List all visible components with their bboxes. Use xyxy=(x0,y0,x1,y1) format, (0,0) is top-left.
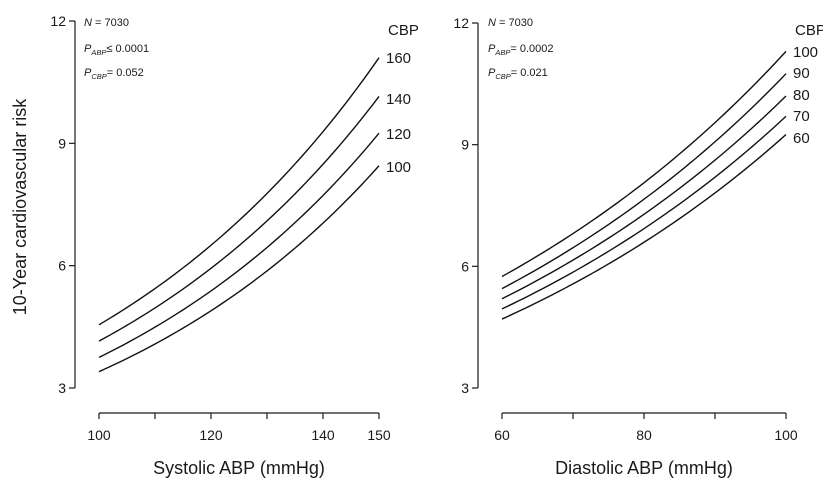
series-line-cbp-70 xyxy=(501,115,787,310)
series-line-cbp-160 xyxy=(98,57,380,326)
x-tick-label: 120 xyxy=(199,427,223,443)
series-line-cbp-60 xyxy=(501,134,787,320)
stats-annotation: N = 7030 PABP= 0.0002 PCBP= 0.021 xyxy=(488,17,553,81)
series-label-cbp-80: 80 xyxy=(793,87,810,104)
y-axis: 3 6 9 12 xyxy=(453,15,479,396)
x-tick-label: 60 xyxy=(494,427,510,443)
cbp-legend-title: CBP xyxy=(795,22,823,39)
x-tick-label: 150 xyxy=(367,427,391,443)
series-label-cbp-120: 120 xyxy=(386,126,411,143)
series-label-cbp-90: 90 xyxy=(793,65,810,82)
series-line-cbp-140 xyxy=(98,96,380,342)
cbp-legend-title: CBP xyxy=(388,22,419,39)
p-value-cbp: PCBP= 0.052 xyxy=(84,67,144,81)
stats-annotation: N = 7030 PABP≤ 0.0001 PCBP= 0.052 xyxy=(84,17,149,81)
y-tick-label: 12 xyxy=(50,13,66,29)
x-tick-label: 100 xyxy=(774,427,798,443)
y-axis-title: 10-Year cardiovascular risk xyxy=(10,98,30,315)
series-label-cbp-100: 100 xyxy=(386,159,411,176)
x-axis-title: Diastolic ABP (mmHg) xyxy=(555,458,733,478)
right-chart-panel: 3 6 9 12 60 80 100 Diastolic ABP (mmHg) N = 7030… xyxy=(453,15,823,478)
series-label-cbp-70: 70 xyxy=(793,108,810,125)
y-tick-label: 12 xyxy=(453,15,469,31)
y-tick-label: 6 xyxy=(461,258,469,274)
x-tick-label: 140 xyxy=(311,427,335,443)
series-line-cbp-100 xyxy=(501,50,787,278)
x-axis: 100 120 140 150 xyxy=(87,412,391,443)
series-line-cbp-90 xyxy=(501,73,787,290)
x-axis-title: Systolic ABP (mmHg) xyxy=(153,458,325,478)
x-tick-label: 80 xyxy=(636,427,652,443)
x-axis: 60 80 100 xyxy=(494,412,798,443)
y-tick-label: 6 xyxy=(58,258,66,274)
sample-size-label: N = 7030 xyxy=(488,17,533,29)
y-tick-label: 9 xyxy=(461,137,469,153)
series-label-cbp-60: 60 xyxy=(793,130,810,147)
left-chart-panel: 3 6 9 12 100 120 140 150 Systolic ABP (mmHg) N = … xyxy=(50,13,418,478)
sample-size-label: N = 7030 xyxy=(84,17,129,29)
y-tick-label: 3 xyxy=(461,380,469,396)
p-value-abp: PABP≤ 0.0001 xyxy=(84,43,149,57)
series-line-cbp-120 xyxy=(98,132,380,359)
series-label-cbp-160: 160 xyxy=(386,50,411,67)
series-line-cbp-100 xyxy=(98,165,380,373)
y-axis: 3 6 9 12 xyxy=(50,13,76,396)
series-line-cbp-80 xyxy=(501,95,787,300)
y-tick-label: 3 xyxy=(58,380,66,396)
y-tick-label: 9 xyxy=(58,135,66,151)
x-tick-label: 100 xyxy=(87,427,111,443)
series-label-cbp-100: 100 xyxy=(793,44,818,61)
p-value-cbp: PCBP= 0.021 xyxy=(488,67,548,81)
series-label-cbp-140: 140 xyxy=(386,91,411,108)
p-value-abp: PABP= 0.0002 xyxy=(488,43,553,57)
